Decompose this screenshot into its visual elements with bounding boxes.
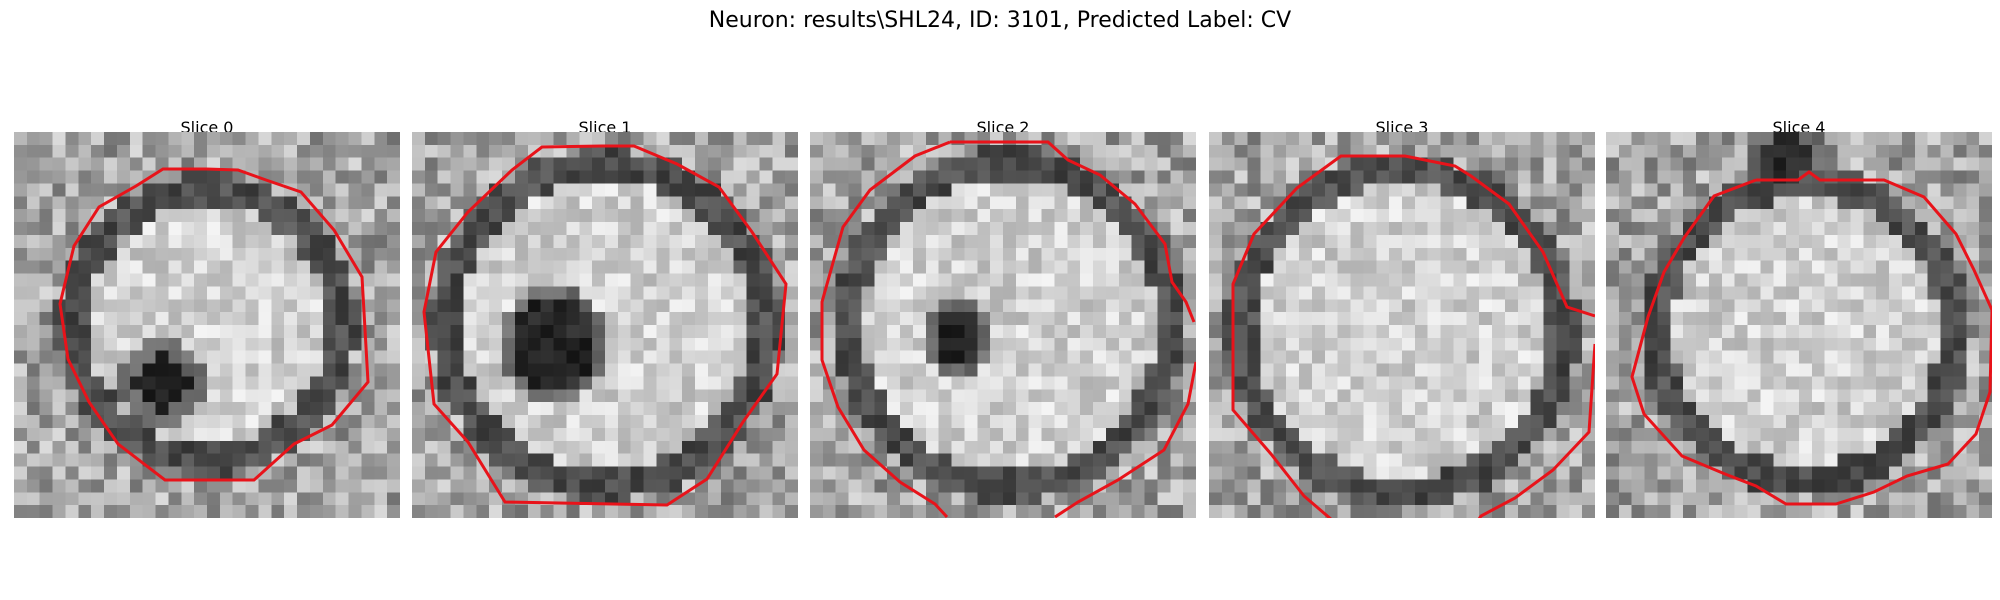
grayscale-microscopy-image <box>1606 132 1992 518</box>
contour-overlay <box>1231 154 1595 518</box>
slice-image-2 <box>810 132 1196 518</box>
grayscale-microscopy-image <box>14 132 400 518</box>
contour-overlay <box>422 144 788 507</box>
segmentation-contour <box>950 140 1196 323</box>
slice-panel-3: Slice 3 <box>1209 118 1595 518</box>
slice-panel-4: Slice 4 <box>1606 118 1992 518</box>
slice-image-0 <box>14 132 400 518</box>
slice-panel-1: Slice 1 <box>412 118 798 518</box>
segmentation-contour <box>1231 154 1595 518</box>
figure-title: Neuron: results\SHL24, ID: 3101, Predict… <box>708 8 1292 33</box>
segmentation-contour <box>1054 361 1196 518</box>
segmentation-contour <box>820 140 951 518</box>
grayscale-microscopy-image <box>810 132 1196 518</box>
contour-overlay <box>58 167 370 482</box>
slice-image-1 <box>412 132 798 518</box>
slice-panel-0: Slice 0 <box>14 118 400 518</box>
segmentation-contour <box>58 167 370 482</box>
segmentation-contour <box>422 144 788 507</box>
segmentation-contour <box>1630 170 1992 506</box>
segmentation-contour <box>1477 343 1595 518</box>
slice-image-3 <box>1209 132 1595 518</box>
contour-overlay <box>820 140 1196 518</box>
slice-panel-2: Slice 2 <box>810 118 1196 518</box>
contour-overlay <box>1630 170 1992 506</box>
slice-image-4 <box>1606 132 1992 518</box>
grayscale-microscopy-image <box>1209 132 1595 518</box>
